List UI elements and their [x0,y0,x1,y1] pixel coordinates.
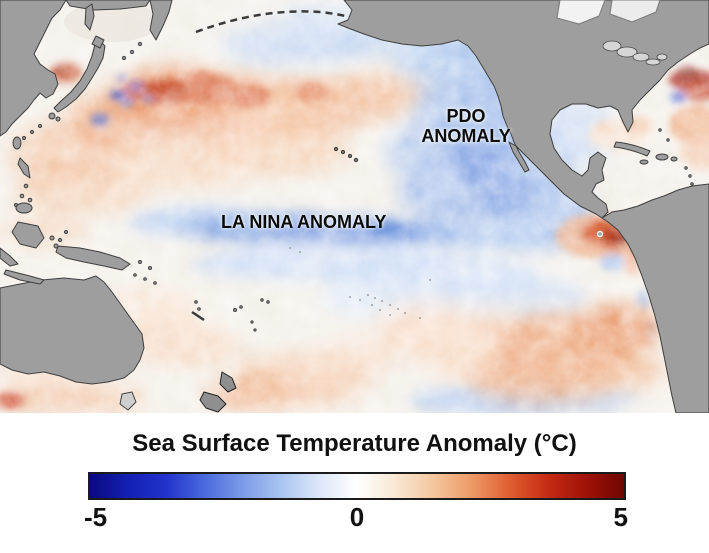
pdo-anomaly-label-line2: ANOMALY [421,126,511,146]
new-guinea [55,245,131,271]
new-zealand [199,371,237,413]
north-america [337,0,709,219]
land-layer [0,0,709,413]
new-caledonia [191,310,205,322]
aleutian-islands [195,10,391,34]
pacific-basemap-svg [0,0,709,413]
kamchatka [149,0,173,41]
australia [0,275,145,385]
colorbar-legend: Sea Surface Temperature Anomaly (°C) -5 … [0,413,709,553]
colorbar-ticks: -5 0 5 [84,502,628,534]
borneo [11,221,45,249]
pdo-anomaly-label: PDO ANOMALY [405,106,527,146]
colorbar-title: Sea Surface Temperature Anomaly (°C) [132,430,577,457]
south-america [601,183,709,413]
colorbar-gradient [88,472,626,500]
japan [53,39,106,113]
la-nina-anomaly-label: LA NINA ANOMALY [221,212,387,232]
colorbar-tick-max: 5 [613,502,628,532]
galapagos [596,230,604,238]
cuba [613,141,651,157]
philippines [17,157,31,179]
hawaii [334,147,359,163]
tasmania [119,391,137,411]
great-lakes [602,40,668,66]
java [3,269,45,285]
colorbar-tick-mid: 0 [349,502,365,532]
asia-landmass [0,0,67,137]
pdo-anomaly-label-line1: PDO [446,106,486,126]
colorbar-tick-min: -5 [84,502,108,532]
colorbar: -5 0 5 [84,472,628,534]
pacific-sst-anomaly-map: PDO ANOMALY LA NINA ANOMALY [0,0,709,413]
